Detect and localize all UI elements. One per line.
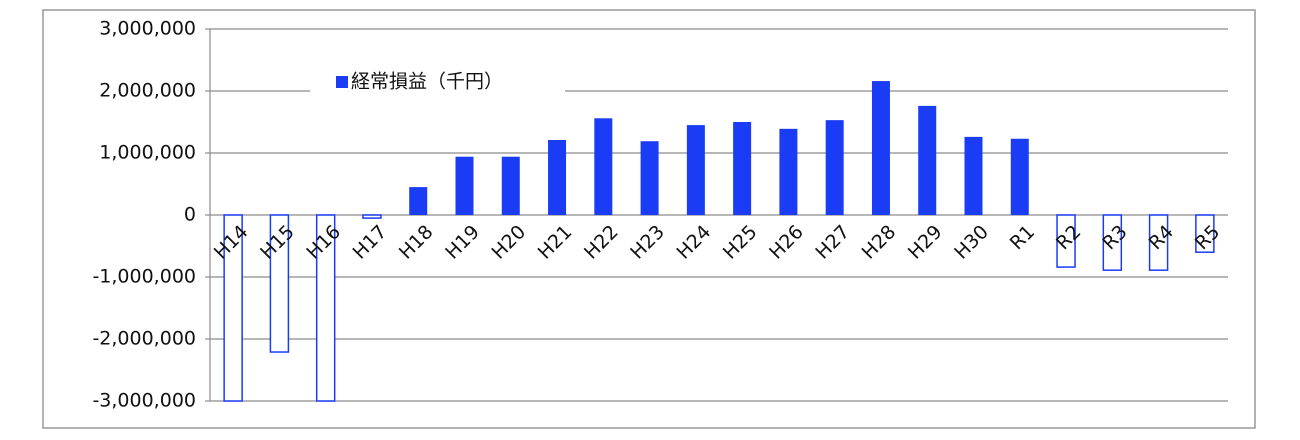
bar [455, 156, 474, 215]
y-tick-label: -2,000,000 [92, 328, 196, 350]
y-tick-label: -3,000,000 [92, 390, 196, 412]
bar [640, 141, 659, 215]
bar [269, 214, 290, 353]
bar [501, 156, 520, 215]
bar [871, 81, 890, 215]
bar [964, 136, 983, 215]
y-tick-label: 2,000,000 [99, 80, 196, 102]
bar [362, 214, 382, 219]
legend-box [310, 66, 565, 98]
bar [223, 214, 243, 402]
bar [733, 122, 752, 215]
bar [409, 187, 428, 215]
bar [315, 214, 336, 402]
bar [686, 125, 705, 215]
bar [1056, 214, 1076, 268]
bar [779, 128, 798, 215]
bar [1010, 138, 1029, 215]
legend-swatch [336, 76, 348, 88]
y-tick-label: 0 [184, 204, 196, 226]
bar [1148, 214, 1169, 271]
y-tick-label: 1,000,000 [99, 142, 196, 164]
bar [1102, 214, 1123, 271]
bar [825, 120, 844, 215]
legend-label: 経常損益（千円） [351, 71, 503, 93]
bar [594, 118, 613, 215]
chart-frame [42, 9, 1256, 429]
y-tick-label: -1,000,000 [92, 266, 196, 288]
bar [1195, 214, 1215, 253]
bar [918, 105, 937, 215]
y-tick-label: 3,000,000 [99, 18, 196, 40]
bar [548, 139, 567, 215]
